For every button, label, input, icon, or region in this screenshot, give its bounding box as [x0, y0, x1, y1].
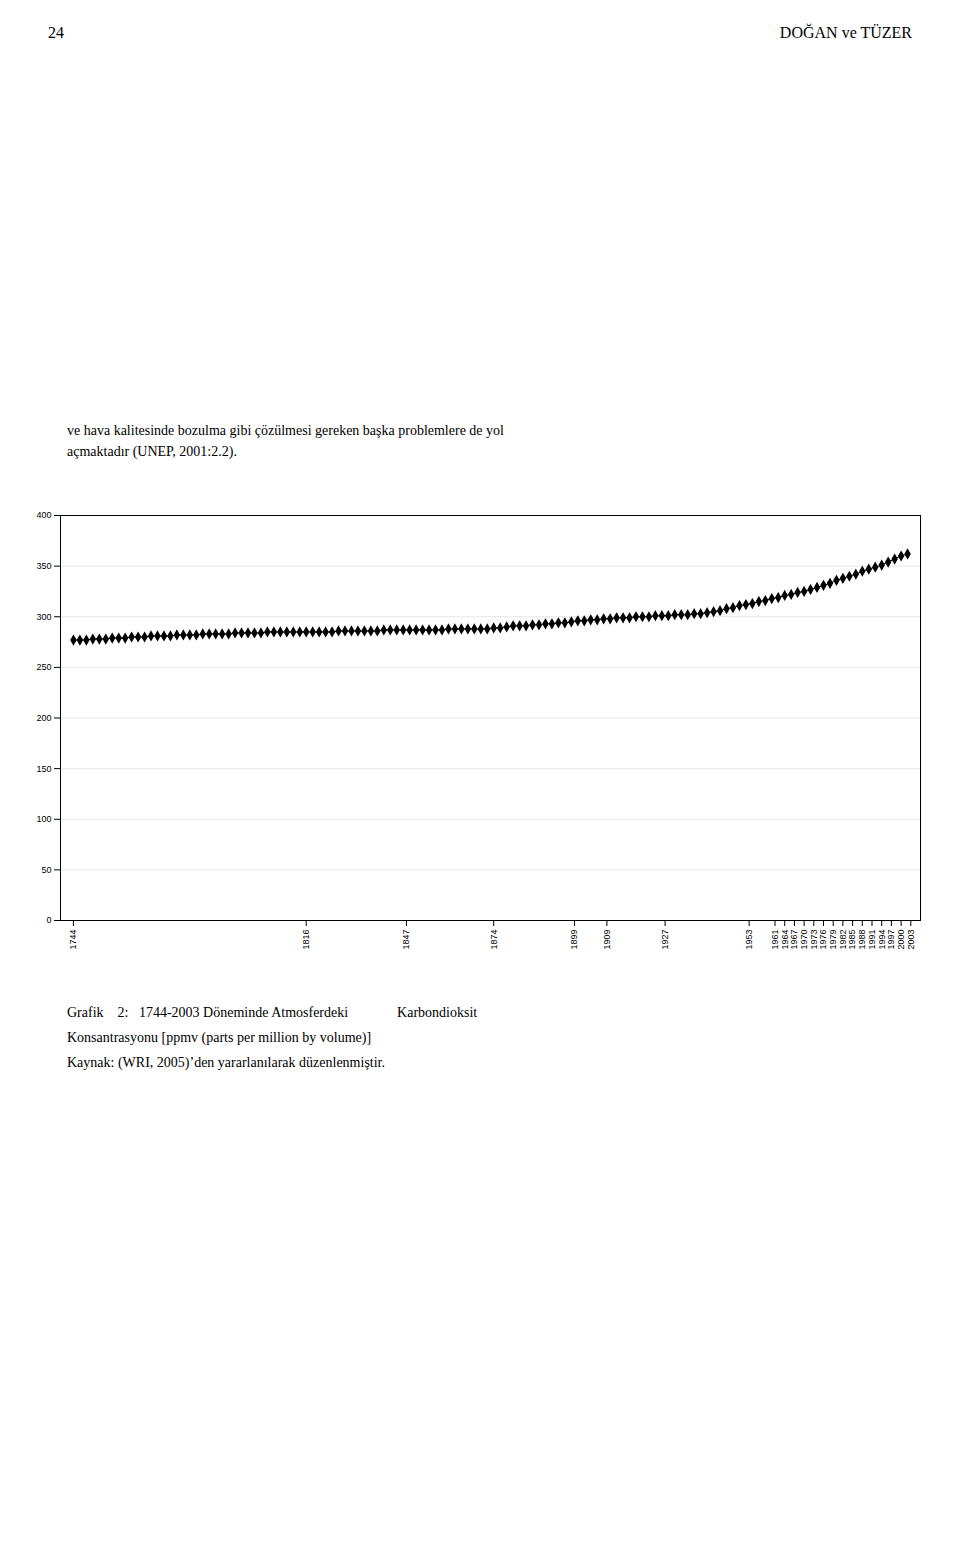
svg-text:1953: 1953	[744, 930, 754, 950]
html-text:24: 24	[48, 24, 64, 41]
svg-text:150: 150	[36, 764, 51, 774]
svg-text:1985: 1985	[847, 930, 857, 950]
svg-text:1964: 1964	[780, 930, 790, 950]
svg-text:1927: 1927	[660, 930, 670, 950]
svg-text:1967: 1967	[789, 930, 799, 950]
svg-text:300: 300	[36, 612, 51, 622]
html-text:Kaynak: (WRI, 2005)’den yararl: Kaynak: (WRI, 2005)’den yararlanılarak d…	[67, 1055, 385, 1071]
svg-text:1909: 1909	[602, 930, 612, 950]
html-text:Grafik 2: 1744-2003 Döneminde: Grafik 2: 1744-2003 Döneminde Atmosferde…	[67, 1005, 478, 1020]
html-text:Konsantrasyonu [ppmv (parts pe: Konsantrasyonu [ppmv (parts per million …	[67, 1030, 372, 1046]
html-text:DOĞAN ve TÜZER: DOĞAN ve TÜZER	[779, 24, 912, 41]
svg-text:1979: 1979	[828, 930, 838, 950]
svg-text:1997: 1997	[886, 930, 896, 950]
svg-text:1847: 1847	[401, 930, 411, 950]
svg-text:350: 350	[36, 561, 51, 571]
svg-text:1973: 1973	[809, 930, 819, 950]
svg-text:2003: 2003	[906, 930, 916, 950]
svg-text:200: 200	[36, 713, 51, 723]
svg-text:1994: 1994	[877, 930, 887, 950]
svg-text:1976: 1976	[818, 930, 828, 950]
svg-text:0: 0	[46, 915, 51, 925]
svg-text:1744: 1744	[68, 930, 78, 950]
svg-text:1991: 1991	[867, 930, 877, 950]
svg-text:400: 400	[36, 510, 51, 520]
svg-text:1988: 1988	[857, 930, 867, 950]
svg-text:2000: 2000	[896, 930, 906, 950]
svg-text:1961: 1961	[770, 930, 780, 950]
svg-text:1970: 1970	[799, 930, 809, 950]
svg-text:1899: 1899	[569, 930, 579, 950]
svg-text:1982: 1982	[838, 930, 848, 950]
svg-text:1874: 1874	[489, 930, 499, 950]
svg-text:100: 100	[36, 814, 51, 824]
svg-text:50: 50	[41, 865, 51, 875]
svg-text:1816: 1816	[301, 930, 311, 950]
svg-text:250: 250	[36, 662, 51, 672]
html-text:ve hava kalitesinde bozulma gi: ve hava kalitesinde bozulma gibi çözülme…	[67, 423, 504, 459]
